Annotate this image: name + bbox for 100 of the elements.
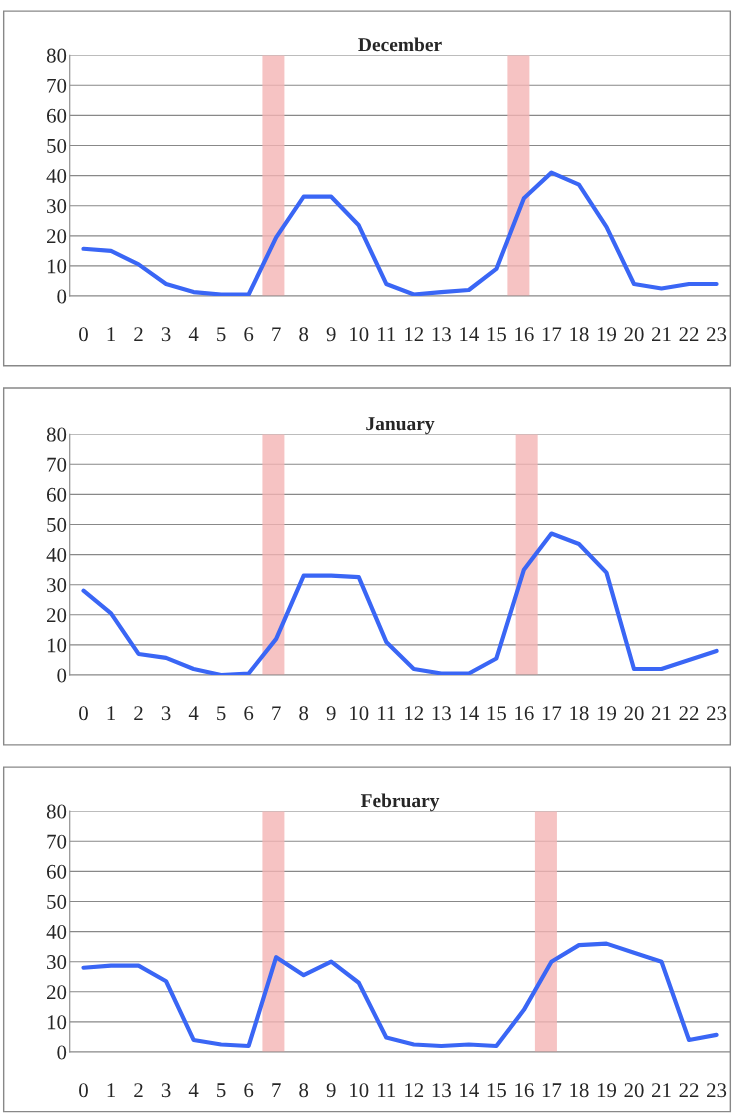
x-tick-label: 2 [134,1083,143,1098]
x-tick-label: 10 [350,327,369,342]
x-tick-label: 17 [542,706,562,721]
x-tick-label: 11 [378,327,396,342]
x-tick-label: 6 [244,327,254,342]
x-tick-label: 21 [652,327,671,342]
y-tick-label: 80 [46,427,67,442]
x-tick-label: 5 [217,706,226,721]
x-tick-label: 23 [707,706,727,721]
x-tick-label: 1 [107,706,115,721]
x-tick-label: 20 [624,1083,644,1098]
line-series [81,941,719,1049]
x-tick-label: 7 [272,706,281,721]
x-tick-label: 4 [188,706,199,721]
y-tick-label: 20 [47,229,67,244]
x-tick-label: 22 [679,706,699,721]
y-tick-label: 0 [57,668,67,683]
x-tick-label: 6 [244,706,254,721]
x-tick-label: 4 [188,327,199,342]
x-tick-label: 4 [188,1083,199,1098]
y-tick-label: 30 [47,578,67,593]
x-tick-label: 23 [707,1083,727,1098]
x-tick-label: 16 [515,706,534,721]
x-tick-label: 19 [597,327,617,342]
x-tick-label: 18 [570,706,589,721]
y-tick-label: 10 [47,638,67,653]
x-tick-label: 2 [134,706,143,721]
x-tick-label: 0 [79,706,88,721]
x-tick-label: 21 [652,1083,671,1098]
y-tick-label: 60 [47,487,67,502]
x-tick-label: 8 [299,1083,309,1098]
x-tick-label: 20 [624,327,644,342]
y-tick-label: 80 [46,48,67,63]
x-tick-label: 5 [217,327,226,342]
y-tick-label: 40 [46,924,67,940]
x-tick-label: 6 [244,1083,254,1098]
x-tick-label: 13 [432,1083,451,1098]
line-series [81,170,719,297]
x-tick-label: 14 [460,327,479,342]
x-tick-label: 15 [487,1083,506,1098]
x-tick-label: 9 [326,706,336,721]
x-tick-label: 0 [79,327,88,342]
x-tick-label: 9 [326,1083,336,1098]
y-tick-label: 50 [47,517,67,532]
x-tick-label: 18 [570,1083,589,1098]
x-tick-label: 19 [597,706,617,721]
chart-title: January [366,417,435,435]
y-tick-label: 80 [46,804,67,819]
y-tick-label: 10 [47,259,67,274]
x-tick-label: 14 [460,706,479,721]
x-tick-label: 12 [405,327,424,342]
y-tick-label: 0 [57,1045,67,1060]
y-tick-label: 40 [46,168,67,184]
y-tick-label: 70 [47,457,67,472]
x-tick-label: 1 [107,1083,115,1098]
x-tick-label: 20 [624,706,644,721]
x-tick-label: 15 [487,327,506,342]
y-tick-label: 50 [47,894,67,909]
x-tick-label: 3 [161,327,171,342]
x-tick-label: 9 [326,327,336,342]
x-tick-label: 23 [707,327,727,342]
y-tick-label: 60 [47,864,67,879]
chart-title: December [358,37,442,52]
y-tick-label: 40 [46,547,67,563]
x-tick-label: 16 [515,1083,534,1098]
x-tick-label: 7 [272,1083,281,1098]
x-tick-label: 13 [432,706,451,721]
x-tick-label: 10 [350,706,369,721]
x-tick-label: 8 [299,706,309,721]
x-tick-label: 15 [487,706,506,721]
x-tick-label: 13 [432,327,451,342]
y-tick-label: 70 [47,834,67,849]
y-tick-label: 20 [47,985,67,1000]
x-tick-label: 10 [350,1083,369,1098]
x-tick-label: 17 [542,1083,562,1098]
y-tick-label: 30 [47,199,67,214]
x-tick-label: 14 [460,1083,479,1098]
x-tick-label: 1 [107,327,115,342]
x-tick-label: 19 [597,1083,617,1098]
x-tick-label: 12 [405,706,424,721]
y-tick-label: 10 [47,1015,67,1030]
y-tick-label: 30 [47,955,67,970]
y-tick-label: 0 [57,289,67,304]
x-tick-label: 17 [542,327,562,342]
x-tick-label: 2 [134,327,143,342]
x-tick-label: 16 [515,327,534,342]
x-tick-label: 3 [161,1083,171,1098]
line-series [81,531,719,676]
chart-title: February [360,793,440,812]
x-tick-label: 18 [570,327,589,342]
x-tick-label: 7 [272,327,281,342]
y-tick-label: 50 [47,138,67,153]
x-tick-label: 11 [378,706,396,721]
y-tick-label: 60 [47,108,67,123]
x-tick-label: 22 [679,1083,699,1098]
x-tick-label: 3 [161,706,171,721]
x-tick-label: 22 [679,327,699,342]
x-tick-label: 5 [217,1083,226,1098]
y-tick-label: 70 [47,78,67,93]
x-tick-label: 21 [652,706,671,721]
